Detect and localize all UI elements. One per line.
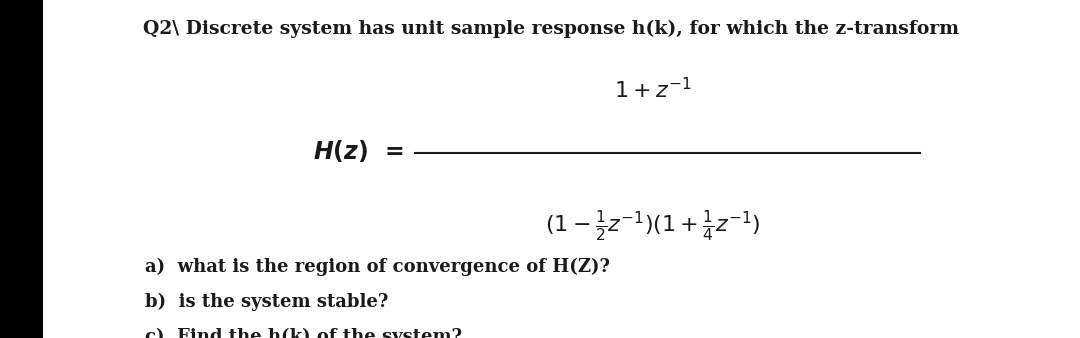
- Text: a)  what is the region of convergence of H(Z)?: a) what is the region of convergence of …: [145, 258, 609, 275]
- Text: c)  Find the h(k) of the system?: c) Find the h(k) of the system?: [145, 328, 462, 338]
- Text: $(1 - \frac{1}{2}z^{-1})(1 + \frac{1}{4}z^{-1})$: $(1 - \frac{1}{2}z^{-1})(1 + \frac{1}{4}…: [544, 208, 760, 243]
- Text: $\boldsymbol{H(z)}$  =: $\boldsymbol{H(z)}$ =: [313, 139, 404, 164]
- Text: Q2\ Discrete system has unit sample response h(k), for which the z-transform: Q2\ Discrete system has unit sample resp…: [143, 20, 959, 38]
- Text: b)  is the system stable?: b) is the system stable?: [145, 293, 388, 311]
- Text: $1 + z^{-1}$: $1 + z^{-1}$: [613, 78, 691, 103]
